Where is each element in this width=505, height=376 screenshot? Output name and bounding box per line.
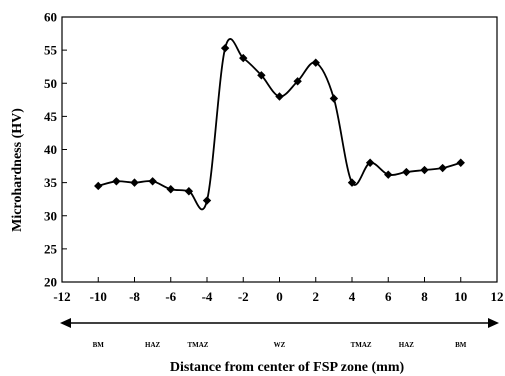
x-tick-label: -12 <box>53 289 70 304</box>
y-tick-label: 25 <box>44 241 58 256</box>
data-point-marker <box>456 158 465 167</box>
y-tick-label: 40 <box>44 142 57 157</box>
data-point-marker <box>329 94 339 103</box>
x-tick-label: 10 <box>454 289 467 304</box>
zone-label: WZ <box>274 341 286 349</box>
data-point-marker <box>402 167 411 177</box>
zone-label: BM <box>455 341 467 349</box>
data-point-marker <box>420 165 429 175</box>
plot-area-frame <box>61 16 498 283</box>
data-point-marker <box>384 170 393 179</box>
data-point-marker <box>112 177 121 186</box>
data-point-marker <box>275 92 284 101</box>
x-tick-label: 12 <box>491 289 504 304</box>
data-point-marker <box>94 181 103 191</box>
y-tick-label: 60 <box>44 10 57 25</box>
x-tick-label: -6 <box>165 289 176 304</box>
y-tick-label: 35 <box>44 175 58 190</box>
y-tick-label: 50 <box>44 76 57 91</box>
x-tick-label: 4 <box>349 289 356 304</box>
x-tick-label: 0 <box>276 289 283 304</box>
data-point-marker <box>293 77 302 86</box>
data-point-marker <box>130 178 139 187</box>
zone-label: TMAZ <box>351 341 372 349</box>
y-tick-label: 45 <box>44 109 58 124</box>
y-axis-title: Microhardness (HV) <box>10 108 25 232</box>
x-tick-label: 8 <box>421 289 428 304</box>
zone-arrow-right-head <box>488 318 499 328</box>
data-point-marker <box>166 185 175 194</box>
data-point-marker <box>257 71 266 80</box>
data-point-marker <box>202 196 212 205</box>
zone-arrow-left-head <box>60 318 71 328</box>
data-point-marker <box>438 163 447 173</box>
zone-label: BM <box>93 341 105 349</box>
y-tick-label: 30 <box>44 208 57 223</box>
zone-label: TMAZ <box>187 341 208 349</box>
x-tick-label: -4 <box>202 289 213 304</box>
data-point-marker <box>184 187 194 196</box>
x-tick-label: -10 <box>90 289 107 304</box>
x-tick-label: -2 <box>238 289 249 304</box>
x-tick-label: -8 <box>129 289 140 304</box>
data-point-marker <box>365 158 375 167</box>
data-point-marker <box>148 177 157 186</box>
data-point-marker <box>239 53 248 63</box>
x-tick-label: 6 <box>385 289 392 304</box>
y-tick-label: 55 <box>44 43 58 58</box>
zone-label: HAZ <box>145 341 161 349</box>
data-point-marker <box>347 178 357 187</box>
data-point-marker <box>311 58 320 67</box>
x-axis-title: Distance from center of FSP zone (mm) <box>170 360 405 375</box>
y-tick-label: 20 <box>44 275 57 290</box>
data-point-marker <box>220 43 230 53</box>
x-tick-label: 2 <box>313 289 320 304</box>
zone-label: HAZ <box>399 341 415 349</box>
